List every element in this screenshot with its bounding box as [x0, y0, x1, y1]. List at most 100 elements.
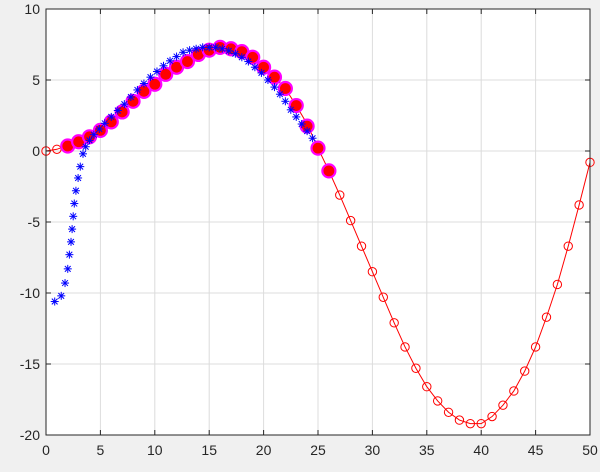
x-tick-label: 15 [201, 442, 217, 458]
y-tick-label: -20 [20, 427, 40, 443]
blue-asterisk-marker [126, 93, 135, 102]
x-tick-label: 25 [310, 442, 326, 458]
blue-asterisk-marker [68, 225, 77, 234]
blue-asterisk-marker [61, 279, 70, 288]
magenta-circle-marker [256, 59, 272, 75]
red-circle-marker [487, 411, 497, 422]
blue-asterisk-marker [224, 46, 233, 55]
magenta-circle-marker [114, 104, 130, 120]
blue-asterisk-marker [70, 199, 79, 208]
x-tick-label: 30 [365, 442, 381, 458]
red-circle-marker [422, 382, 432, 392]
magenta-circle-marker [321, 163, 337, 179]
red-circle-marker [378, 292, 388, 302]
blue-asterisk-marker [74, 173, 83, 182]
x-tick-label: 5 [97, 442, 105, 458]
red-circle-marker [345, 215, 356, 226]
blue-asterisk-marker [263, 76, 272, 84]
y-tick-label: 5 [32, 72, 40, 88]
red-circle-marker [411, 363, 421, 373]
blue-asterisk-marker [113, 106, 122, 115]
blue-asterisk-marker [237, 53, 246, 62]
blue-asterisk-marker [192, 44, 201, 53]
blue-asterisk-marker [71, 186, 80, 195]
blue-asterisk-marker [85, 136, 94, 145]
blue-asterisk-marker [69, 212, 78, 221]
blue-asterisk-marker [76, 162, 85, 171]
red-circle-marker [389, 318, 399, 328]
blue-asterisk-marker [107, 112, 116, 121]
blue-asterisk-marker [281, 97, 290, 106]
y-tick-label: 0 [32, 143, 40, 159]
blue-asterisk-marker [270, 83, 279, 92]
blue-asterisk-marker [185, 46, 194, 55]
blue-asterisk-marker [275, 90, 284, 99]
red-circle-marker [520, 366, 530, 376]
red-circle-marker [432, 396, 443, 406]
blue-asterisk-marker [65, 250, 74, 259]
blue-asterisk-marker [159, 61, 168, 70]
x-tick-label: 0 [42, 442, 50, 458]
red-circle-marker [465, 418, 476, 429]
y-tick-label: -5 [28, 214, 41, 230]
blue-asterisk-marker [286, 105, 295, 114]
blue-asterisk-marker [244, 57, 253, 66]
red-circle-marker [498, 400, 508, 410]
blue-asterisk-marker [308, 134, 317, 143]
red-circle-marker [541, 312, 552, 322]
red-circle-marker [454, 415, 465, 425]
x-tick-label: 10 [147, 442, 163, 458]
x-tick-label: 20 [256, 442, 272, 458]
red-circle-marker [443, 407, 454, 417]
tick-labels: 0 5 10 15 20 25 30 35 40 45 50 -20 -15 -10 -5 0 5 10 [20, 1, 598, 458]
blue-asterisk-marker [120, 100, 129, 109]
blue-asterisk-marker [63, 264, 72, 273]
blue-asterisk-marker [100, 119, 109, 128]
red-circle-marker [574, 200, 584, 210]
blue-asterisk-marker [179, 48, 188, 57]
blue-asterisk-marker [303, 127, 312, 136]
x-tick-label: 45 [528, 442, 544, 458]
magenta-circle-marker [147, 76, 163, 92]
blue-asterisk-marker [146, 73, 155, 82]
blue-asterisk-marker [139, 79, 148, 88]
red-circle-marker [563, 241, 573, 251]
blue-asterisk-marker [292, 112, 301, 121]
magenta-circle-marker [288, 97, 304, 114]
red-circle-marker [367, 267, 378, 277]
red-circle-marker [552, 279, 563, 290]
blue-asterisk-marker [250, 63, 259, 72]
blue-asterisk-marker [81, 142, 90, 151]
x-tick-label: 50 [582, 442, 598, 458]
red-circle-marker [400, 342, 410, 352]
blue-asterisk-marker [57, 291, 66, 300]
x-tick-label: 35 [419, 442, 435, 458]
blue-asterisk-marker [166, 56, 175, 65]
red-circle-marker [476, 418, 486, 429]
blue-asterisk-marker [78, 149, 87, 158]
blue-asterisk-marker [95, 124, 104, 133]
magenta-circle-marker [179, 53, 196, 70]
y-tick-label: 10 [24, 1, 40, 17]
blue-asterisk-marker [257, 68, 266, 77]
blue-asterisk-marker [67, 237, 76, 246]
blue-asterisk-marker [231, 49, 240, 58]
y-tick-label: -10 [20, 285, 40, 301]
blue-asterisk-marker [50, 297, 59, 306]
x-tick-label: 40 [473, 442, 489, 458]
magenta-circle-marker [310, 140, 326, 156]
blue-series-layer [50, 43, 317, 306]
red-circle-marker [335, 190, 345, 200]
red-circle-marker [356, 241, 367, 251]
blue-asterisk-marker [198, 43, 207, 52]
blue-asterisk-marker [297, 120, 306, 129]
blue-asterisk-marker [218, 44, 227, 53]
y-tick-label: -15 [20, 356, 40, 372]
blue-asterisk-marker [172, 52, 181, 61]
tick-marks [45, 8, 591, 436]
blue-asterisk-marker [152, 67, 161, 76]
blue-asterisk-marker [133, 85, 142, 94]
blue-asterisk-marker [211, 43, 220, 52]
